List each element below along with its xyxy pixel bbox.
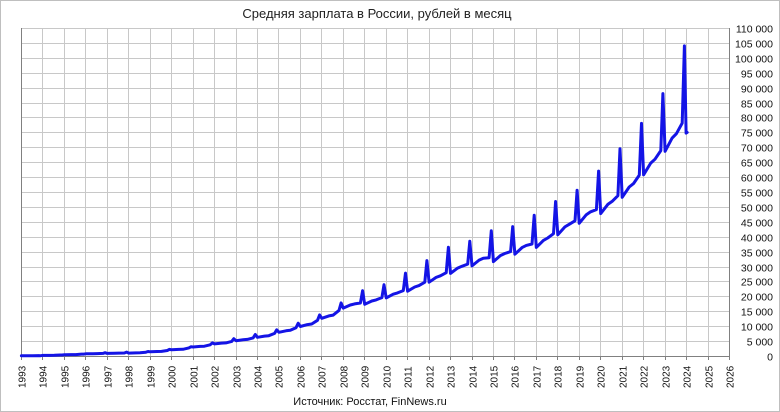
chart-title: Средняя зарплата в России, рублей в меся…	[242, 6, 512, 21]
y-tick-label: 50 000	[741, 203, 773, 215]
x-tick-label: 2021	[619, 365, 630, 388]
y-tick-label: 15 000	[741, 307, 773, 319]
y-tick-label: 0	[767, 352, 773, 364]
y-tick-label: 110 000	[736, 24, 773, 36]
x-tick-label: 2001	[190, 365, 201, 388]
y-tick-label: 45 000	[741, 218, 773, 230]
x-tick-label: 2020	[597, 365, 608, 388]
x-tick-label: 2009	[361, 365, 372, 388]
x-tick-label: 2000	[168, 365, 179, 388]
x-tick-label: 2022	[640, 365, 651, 388]
x-tick-label: 2012	[426, 365, 437, 388]
x-tick-label: 1999	[147, 365, 158, 388]
x-tick-label: 2002	[211, 365, 222, 388]
y-tick-label: 35 000	[741, 248, 773, 260]
x-tick-label: 2018	[554, 365, 565, 388]
x-tick-label: 2024	[683, 365, 694, 388]
x-tick-label: 1998	[125, 365, 136, 388]
x-tick-label: 1997	[104, 365, 115, 388]
y-tick-label: 85 000	[741, 99, 773, 111]
y-axis-ticks: 0 5 000 10 000 15 000 20 000 25 000 30 000 35 0…	[735, 24, 773, 364]
y-tick-label: 10 000	[741, 322, 773, 334]
y-tick-label: 55 000	[741, 188, 773, 200]
x-tick-label: 2005	[275, 365, 286, 388]
y-tick-label: 65 000	[741, 158, 773, 170]
x-tick-label: 2014	[469, 365, 480, 388]
axes	[21, 28, 730, 360]
y-tick-label: 100 000	[735, 54, 773, 66]
y-tick-label: 80 000	[741, 113, 773, 125]
wage-series-line	[19, 44, 689, 358]
y-tick-label: 30 000	[741, 263, 773, 275]
y-tick-label: 105 000	[735, 39, 773, 51]
y-tick-label: 75 000	[741, 128, 773, 140]
series-layer	[19, 44, 689, 358]
y-tick-label: 70 000	[741, 143, 773, 155]
x-tick-label: 2019	[576, 365, 587, 388]
x-tick-label: 2026	[726, 365, 737, 388]
y-tick-label: 40 000	[741, 233, 773, 245]
y-tick-label: 60 000	[741, 173, 773, 185]
y-tick-label: 20 000	[741, 292, 773, 304]
x-tick-label: 2016	[511, 365, 522, 388]
x-tick-label: 2023	[662, 365, 673, 388]
chart-source: Источник: Росстат, FinNews.ru	[293, 396, 446, 408]
y-tick-label: 95 000	[741, 69, 773, 81]
grid	[21, 28, 730, 357]
x-tick-label: 1996	[82, 365, 93, 388]
x-tick-label: 2015	[490, 365, 501, 388]
x-tick-label: 2013	[447, 365, 458, 388]
x-tick-label: 2010	[383, 365, 394, 388]
x-tick-label: 2003	[233, 365, 244, 388]
x-tick-label: 2017	[533, 365, 544, 388]
x-tick-label: 2008	[340, 365, 351, 388]
x-tick-label: 1993	[18, 365, 29, 388]
x-tick-label: 1995	[61, 365, 72, 388]
x-tick-label: 1994	[39, 365, 50, 388]
y-tick-label: 90 000	[741, 84, 773, 96]
y-tick-label: 25 000	[741, 277, 773, 289]
x-tick-label: 2007	[318, 365, 329, 388]
x-tick-label: 2025	[705, 365, 716, 388]
y-tick-label: 5 000	[747, 337, 773, 349]
x-tick-label: 2011	[404, 366, 415, 388]
x-tick-label: 2006	[297, 365, 308, 388]
x-tick-label: 2004	[254, 365, 265, 388]
x-axis-ticks: 1993 1994 1995 1996 1997 1998 1999 2000 2001 2002…	[18, 365, 737, 388]
